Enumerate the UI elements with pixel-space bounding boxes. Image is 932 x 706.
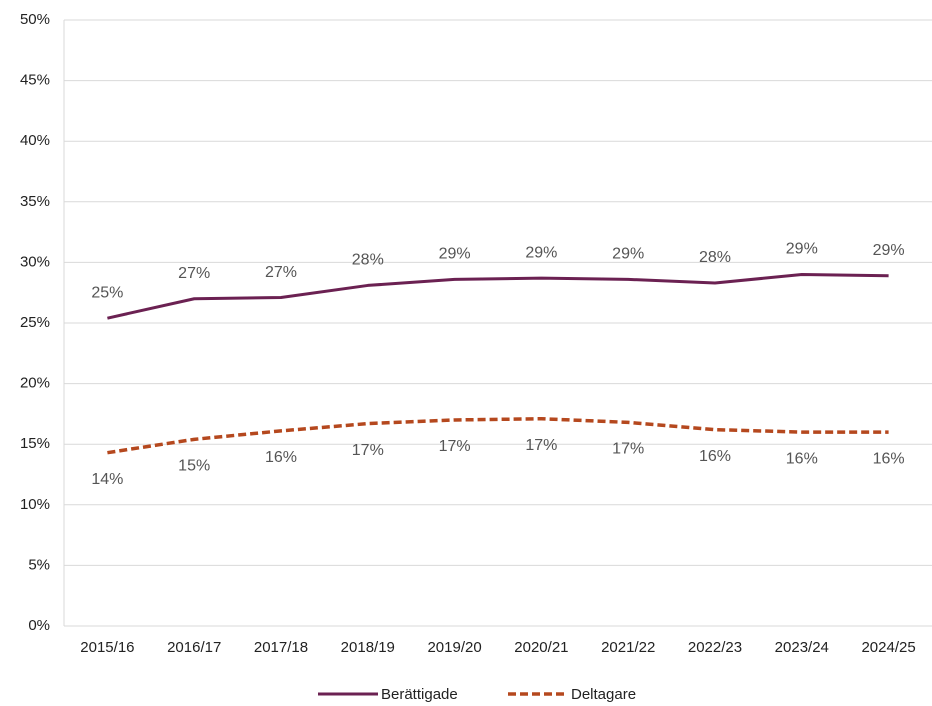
series-line: [107, 416, 889, 455]
x-tick-label: 2024/25: [861, 639, 915, 656]
x-tick-label: 2017/18: [254, 639, 308, 656]
x-tick-label: 2015/16: [80, 639, 134, 656]
data-label: 16%: [699, 448, 731, 465]
data-label: 25%: [91, 284, 123, 301]
legend-label: Berättigade: [381, 686, 458, 703]
x-tick-label: 2019/20: [427, 639, 481, 656]
data-label: 17%: [525, 437, 557, 454]
data-label: 16%: [786, 450, 818, 467]
y-tick-label: 5%: [28, 556, 50, 573]
data-label: 14%: [91, 471, 123, 488]
y-tick-label: 20%: [20, 375, 50, 392]
y-tick-label: 0%: [28, 617, 50, 634]
data-label: 27%: [265, 264, 297, 281]
series-line: [107, 273, 889, 320]
data-label: 28%: [352, 252, 384, 269]
x-tick-label: 2018/19: [341, 639, 395, 656]
data-label: 28%: [699, 249, 731, 266]
data-label: 29%: [439, 246, 471, 263]
data-label: 17%: [612, 441, 644, 458]
y-tick-label: 30%: [20, 253, 50, 270]
data-label: 16%: [873, 450, 905, 467]
y-tick-label: 45%: [20, 72, 50, 89]
y-tick-label: 35%: [20, 193, 50, 210]
x-tick-label: 2023/24: [775, 639, 829, 656]
y-tick-label: 25%: [20, 314, 50, 331]
y-tick-label: 40%: [20, 132, 50, 149]
data-label: 29%: [873, 242, 905, 259]
data-label: 27%: [178, 265, 210, 282]
data-label: 15%: [178, 458, 210, 475]
y-tick-label: 10%: [20, 496, 50, 513]
x-tick-label: 2021/22: [601, 639, 655, 656]
x-tick-label: 2020/21: [514, 639, 568, 656]
data-label: 29%: [525, 244, 557, 261]
x-tick-label: 2016/17: [167, 639, 221, 656]
data-label: 16%: [265, 449, 297, 466]
y-tick-label: 50%: [20, 11, 50, 28]
x-tick-label: 2022/23: [688, 639, 742, 656]
data-label: 29%: [612, 246, 644, 263]
y-tick-label: 15%: [20, 435, 50, 452]
data-label: 17%: [439, 438, 471, 455]
data-label: 29%: [786, 241, 818, 258]
legend-label: Deltagare: [571, 686, 636, 703]
data-label: 17%: [352, 442, 384, 459]
